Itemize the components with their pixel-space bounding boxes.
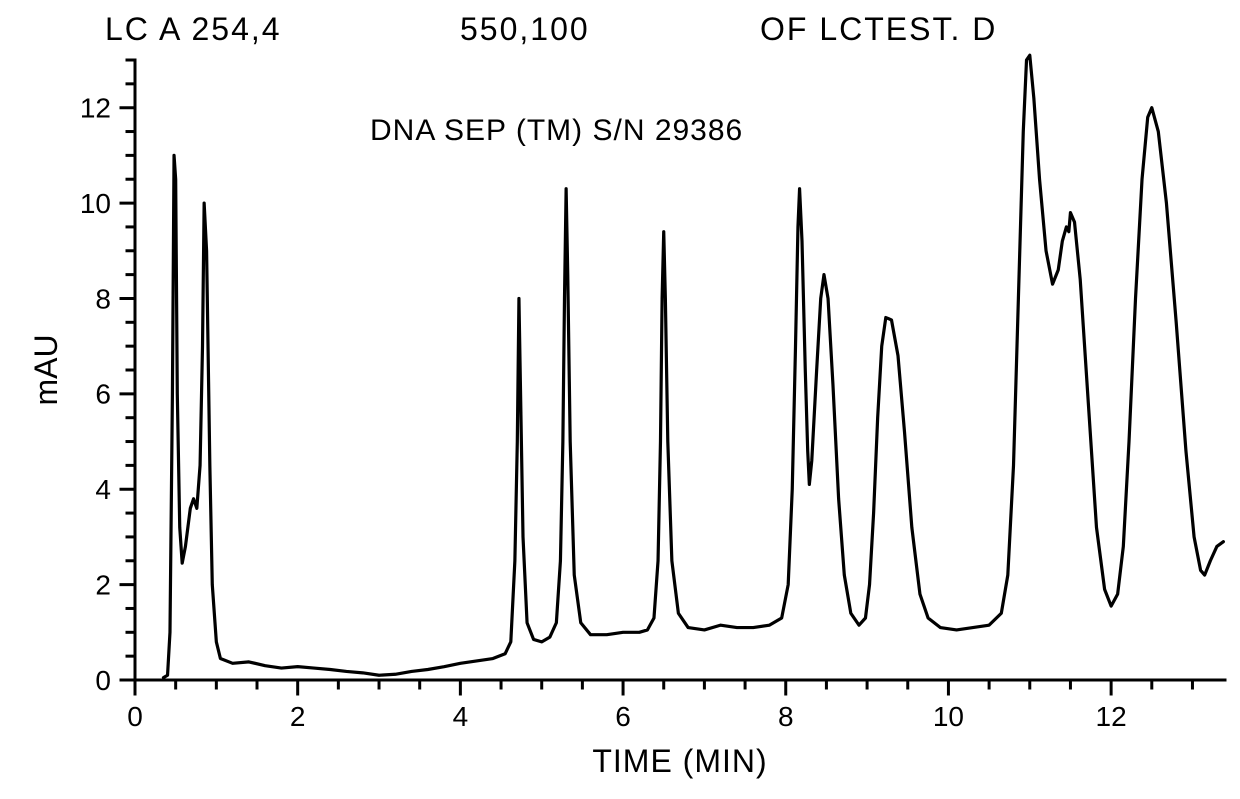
subtitle: DNA SEP (TM) S/N 29386 [370, 114, 743, 147]
header-left: LC A 254,4 [105, 11, 282, 47]
y-tick-label: 2 [95, 569, 111, 600]
y-tick-label: 0 [95, 665, 111, 696]
header-right: OF LCTEST. D [760, 11, 997, 47]
chromatogram-chart: 0 2 4 6 8 10 12 0 2 4 6 8 10 12 TIME (MIN) mAU LC A 254,… [0, 0, 1240, 799]
y-tick-label: 6 [95, 379, 111, 410]
x-tick-label: 6 [615, 701, 631, 732]
x-tick-label: 4 [453, 701, 469, 732]
y-tick-label: 8 [95, 283, 111, 314]
x-axis-label: TIME (MIN) [592, 743, 767, 779]
x-tick-label: 8 [778, 701, 794, 732]
x-tick-label: 10 [933, 701, 964, 732]
y-tick-label: 12 [80, 92, 111, 123]
y-tick-label: 4 [95, 474, 111, 505]
header-center: 550,100 [460, 11, 590, 47]
x-tick-label: 2 [290, 701, 306, 732]
x-tick-label: 12 [1096, 701, 1127, 732]
x-tick-label: 0 [127, 701, 143, 732]
y-tick-label: 10 [80, 188, 111, 219]
y-axis-label: mAU [28, 334, 64, 405]
